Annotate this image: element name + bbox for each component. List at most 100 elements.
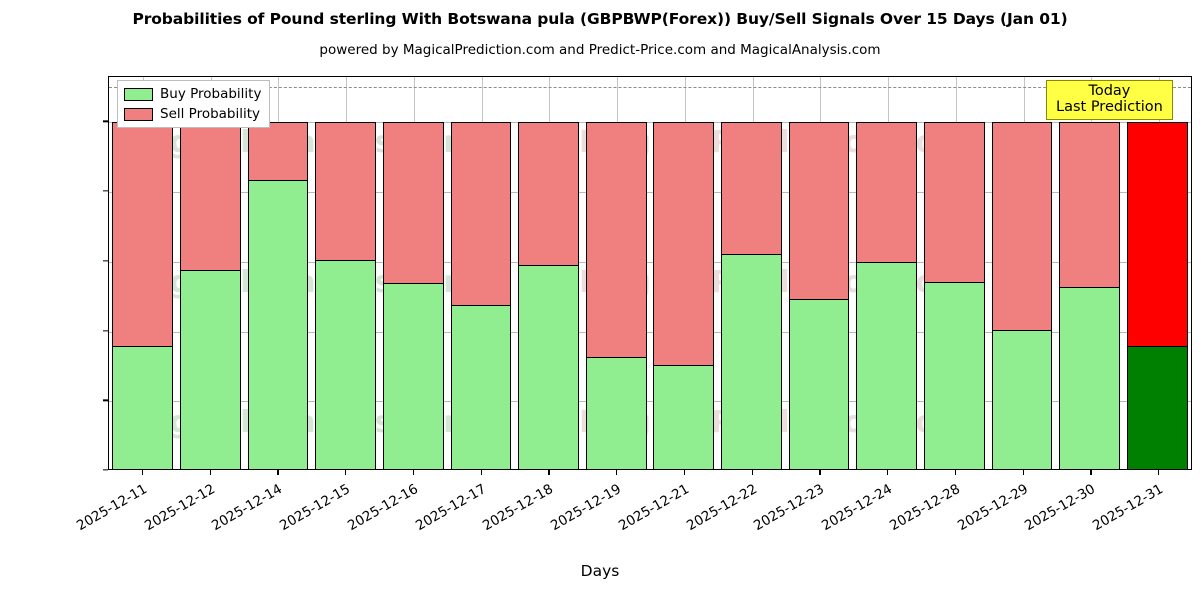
bar-stacked[interactable] <box>788 77 850 469</box>
bar-segment-sell[interactable] <box>247 122 309 180</box>
plot-inner: MagicalAnalysis.comMagicalPrediction.com… <box>109 77 1191 469</box>
bar-segment-sell[interactable] <box>923 122 985 283</box>
bar-segment-buy[interactable] <box>721 254 782 469</box>
bar-segment-buy[interactable] <box>247 179 309 469</box>
x-tick-mark <box>954 470 957 475</box>
x-tick-mark <box>819 470 821 475</box>
bar-segment-buy[interactable] <box>382 283 444 469</box>
bar-segment-sell[interactable] <box>112 122 174 347</box>
bar-slot <box>988 77 1056 469</box>
bar-segment-buy[interactable] <box>180 269 241 469</box>
x-tick-mark <box>683 470 686 475</box>
bar-segment-buy[interactable] <box>315 259 377 469</box>
bar-stacked[interactable] <box>991 77 1053 469</box>
bar-stacked[interactable] <box>112 77 174 469</box>
y-gridline <box>109 192 1191 194</box>
bar-segment-buy[interactable] <box>1126 346 1188 469</box>
legend-item-buy: Buy Probability <box>124 86 261 102</box>
bar-segment-buy[interactable] <box>788 299 850 469</box>
y-tick-mark <box>103 329 108 332</box>
x-tick-mark <box>345 470 347 475</box>
bar-slot <box>582 77 650 469</box>
bar-stacked[interactable] <box>923 77 985 469</box>
bar-slot <box>177 77 245 469</box>
bar-stacked[interactable] <box>585 77 647 469</box>
x-tick-mark <box>548 470 550 475</box>
bar-segment-sell[interactable] <box>382 122 444 284</box>
x-tick-mark <box>751 470 753 475</box>
bar-segment-buy[interactable] <box>653 364 715 469</box>
bar-stacked[interactable] <box>518 77 579 469</box>
bar-stacked[interactable] <box>315 77 377 469</box>
y-tick-mark <box>103 260 108 262</box>
y-gridline <box>109 331 1191 333</box>
x-tick-mark <box>412 470 415 475</box>
bar-slot <box>853 77 921 469</box>
bar-segment-buy[interactable] <box>518 264 579 469</box>
x-tick-mark <box>209 470 211 475</box>
x-tick-mark <box>887 470 889 475</box>
bar-stacked[interactable] <box>180 77 241 469</box>
bar-slot <box>244 77 312 469</box>
bar-series-layer <box>109 77 1191 469</box>
bar-slot <box>312 77 380 469</box>
x-tick-mark <box>1022 470 1024 475</box>
y-gridline <box>109 261 1191 263</box>
bar-stacked[interactable] <box>247 77 309 469</box>
bar-slot <box>1056 77 1124 469</box>
bar-stacked[interactable] <box>450 77 512 469</box>
y-tick-mark <box>103 120 108 122</box>
bar-segment-buy[interactable] <box>923 282 985 469</box>
bar-segment-sell[interactable] <box>180 122 241 270</box>
bar-slot <box>447 77 515 469</box>
legend-label-sell: Sell Probability <box>160 106 261 122</box>
bar-segment-sell[interactable] <box>788 122 850 300</box>
bar-segment-buy[interactable] <box>1059 287 1120 469</box>
x-tick-mark <box>141 470 144 475</box>
bar-slot <box>380 77 448 469</box>
bar-segment-sell[interactable] <box>315 122 377 260</box>
y-tick-mark <box>103 469 108 471</box>
bar-segment-sell[interactable] <box>991 122 1053 330</box>
chart-subtitle: powered by MagicalPrediction.com and Pre… <box>319 42 881 58</box>
plot-area: MagicalAnalysis.comMagicalPrediction.com… <box>108 76 1192 470</box>
x-tick-mark <box>1158 470 1160 475</box>
bar-segment-buy[interactable] <box>856 262 918 469</box>
bar-segment-sell[interactable] <box>653 122 715 365</box>
bar-stacked[interactable] <box>382 77 444 469</box>
bar-slot <box>515 77 583 469</box>
bar-segment-sell[interactable] <box>1059 122 1120 288</box>
bar-segment-buy[interactable] <box>991 329 1053 469</box>
bar-segment-sell[interactable] <box>518 122 579 265</box>
bar-segment-buy[interactable] <box>112 346 174 469</box>
y-gridline <box>109 122 1191 124</box>
x-tick-mark <box>277 470 279 475</box>
bar-today[interactable] <box>1126 77 1188 469</box>
chart-legend: Buy Probability Sell Probability <box>117 80 271 128</box>
bar-segment-sell[interactable] <box>450 122 512 306</box>
x-tick-mark <box>616 470 618 475</box>
y-tick-mark <box>103 190 108 192</box>
bar-slot <box>109 77 177 469</box>
legend-swatch-buy-icon <box>124 87 153 101</box>
bar-segment-sell[interactable] <box>1126 122 1188 347</box>
bar-segment-buy[interactable] <box>585 357 647 469</box>
bar-segment-sell[interactable] <box>856 122 918 263</box>
today-annotation-line1: Today <box>1088 83 1131 99</box>
bar-slot <box>785 77 853 469</box>
bar-stacked[interactable] <box>856 77 918 469</box>
bar-segment-sell[interactable] <box>585 122 647 358</box>
x-tick-mark <box>480 470 482 475</box>
bar-segment-buy[interactable] <box>450 305 512 469</box>
bar-slot <box>650 77 718 469</box>
legend-item-sell: Sell Probability <box>124 106 261 122</box>
bar-stacked[interactable] <box>1059 77 1120 469</box>
bar-stacked[interactable] <box>653 77 715 469</box>
x-axis-label: Days <box>580 562 620 580</box>
bar-segment-sell[interactable] <box>721 122 782 255</box>
x-tick-mark <box>1090 470 1092 475</box>
bar-slot <box>1123 77 1191 469</box>
bar-slot <box>718 77 786 469</box>
bar-stacked[interactable] <box>721 77 782 469</box>
